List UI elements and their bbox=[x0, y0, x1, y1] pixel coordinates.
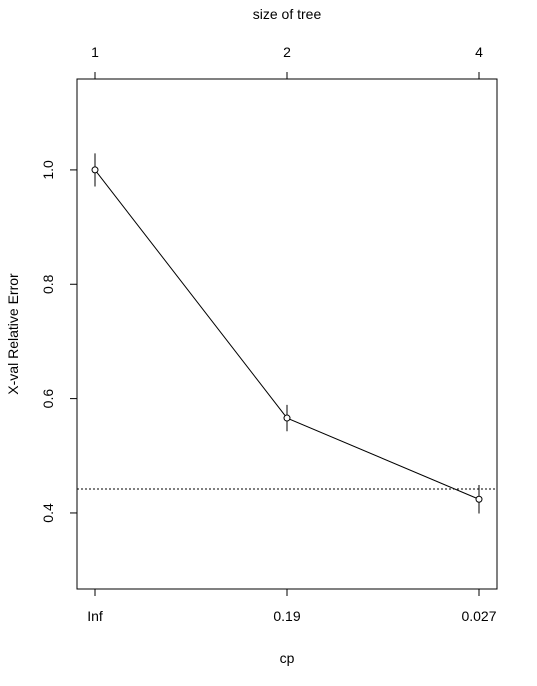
top-tick-label: 4 bbox=[475, 44, 483, 60]
x-tick-label: Inf bbox=[87, 608, 103, 624]
x-tick-label: 0.027 bbox=[461, 608, 496, 624]
plot-box bbox=[76, 78, 498, 590]
x-tick-label: 0.19 bbox=[273, 608, 300, 624]
top-tick-label: 1 bbox=[91, 44, 99, 60]
y-tick-label: 0.8 bbox=[40, 274, 56, 294]
top-axis-label: size of tree bbox=[253, 6, 322, 22]
line bbox=[94, 169, 480, 500]
point bbox=[475, 495, 483, 503]
top-tick-label: 2 bbox=[283, 44, 291, 60]
y-tick-label: 0.6 bbox=[40, 389, 56, 409]
y-tick-label: 0.4 bbox=[40, 503, 56, 523]
y-axis-label: X-val Relative Error bbox=[5, 273, 21, 395]
point bbox=[283, 414, 291, 422]
y-tick-label: 1.0 bbox=[40, 160, 56, 180]
point bbox=[91, 166, 99, 174]
x-axis-label: cp bbox=[280, 650, 295, 666]
